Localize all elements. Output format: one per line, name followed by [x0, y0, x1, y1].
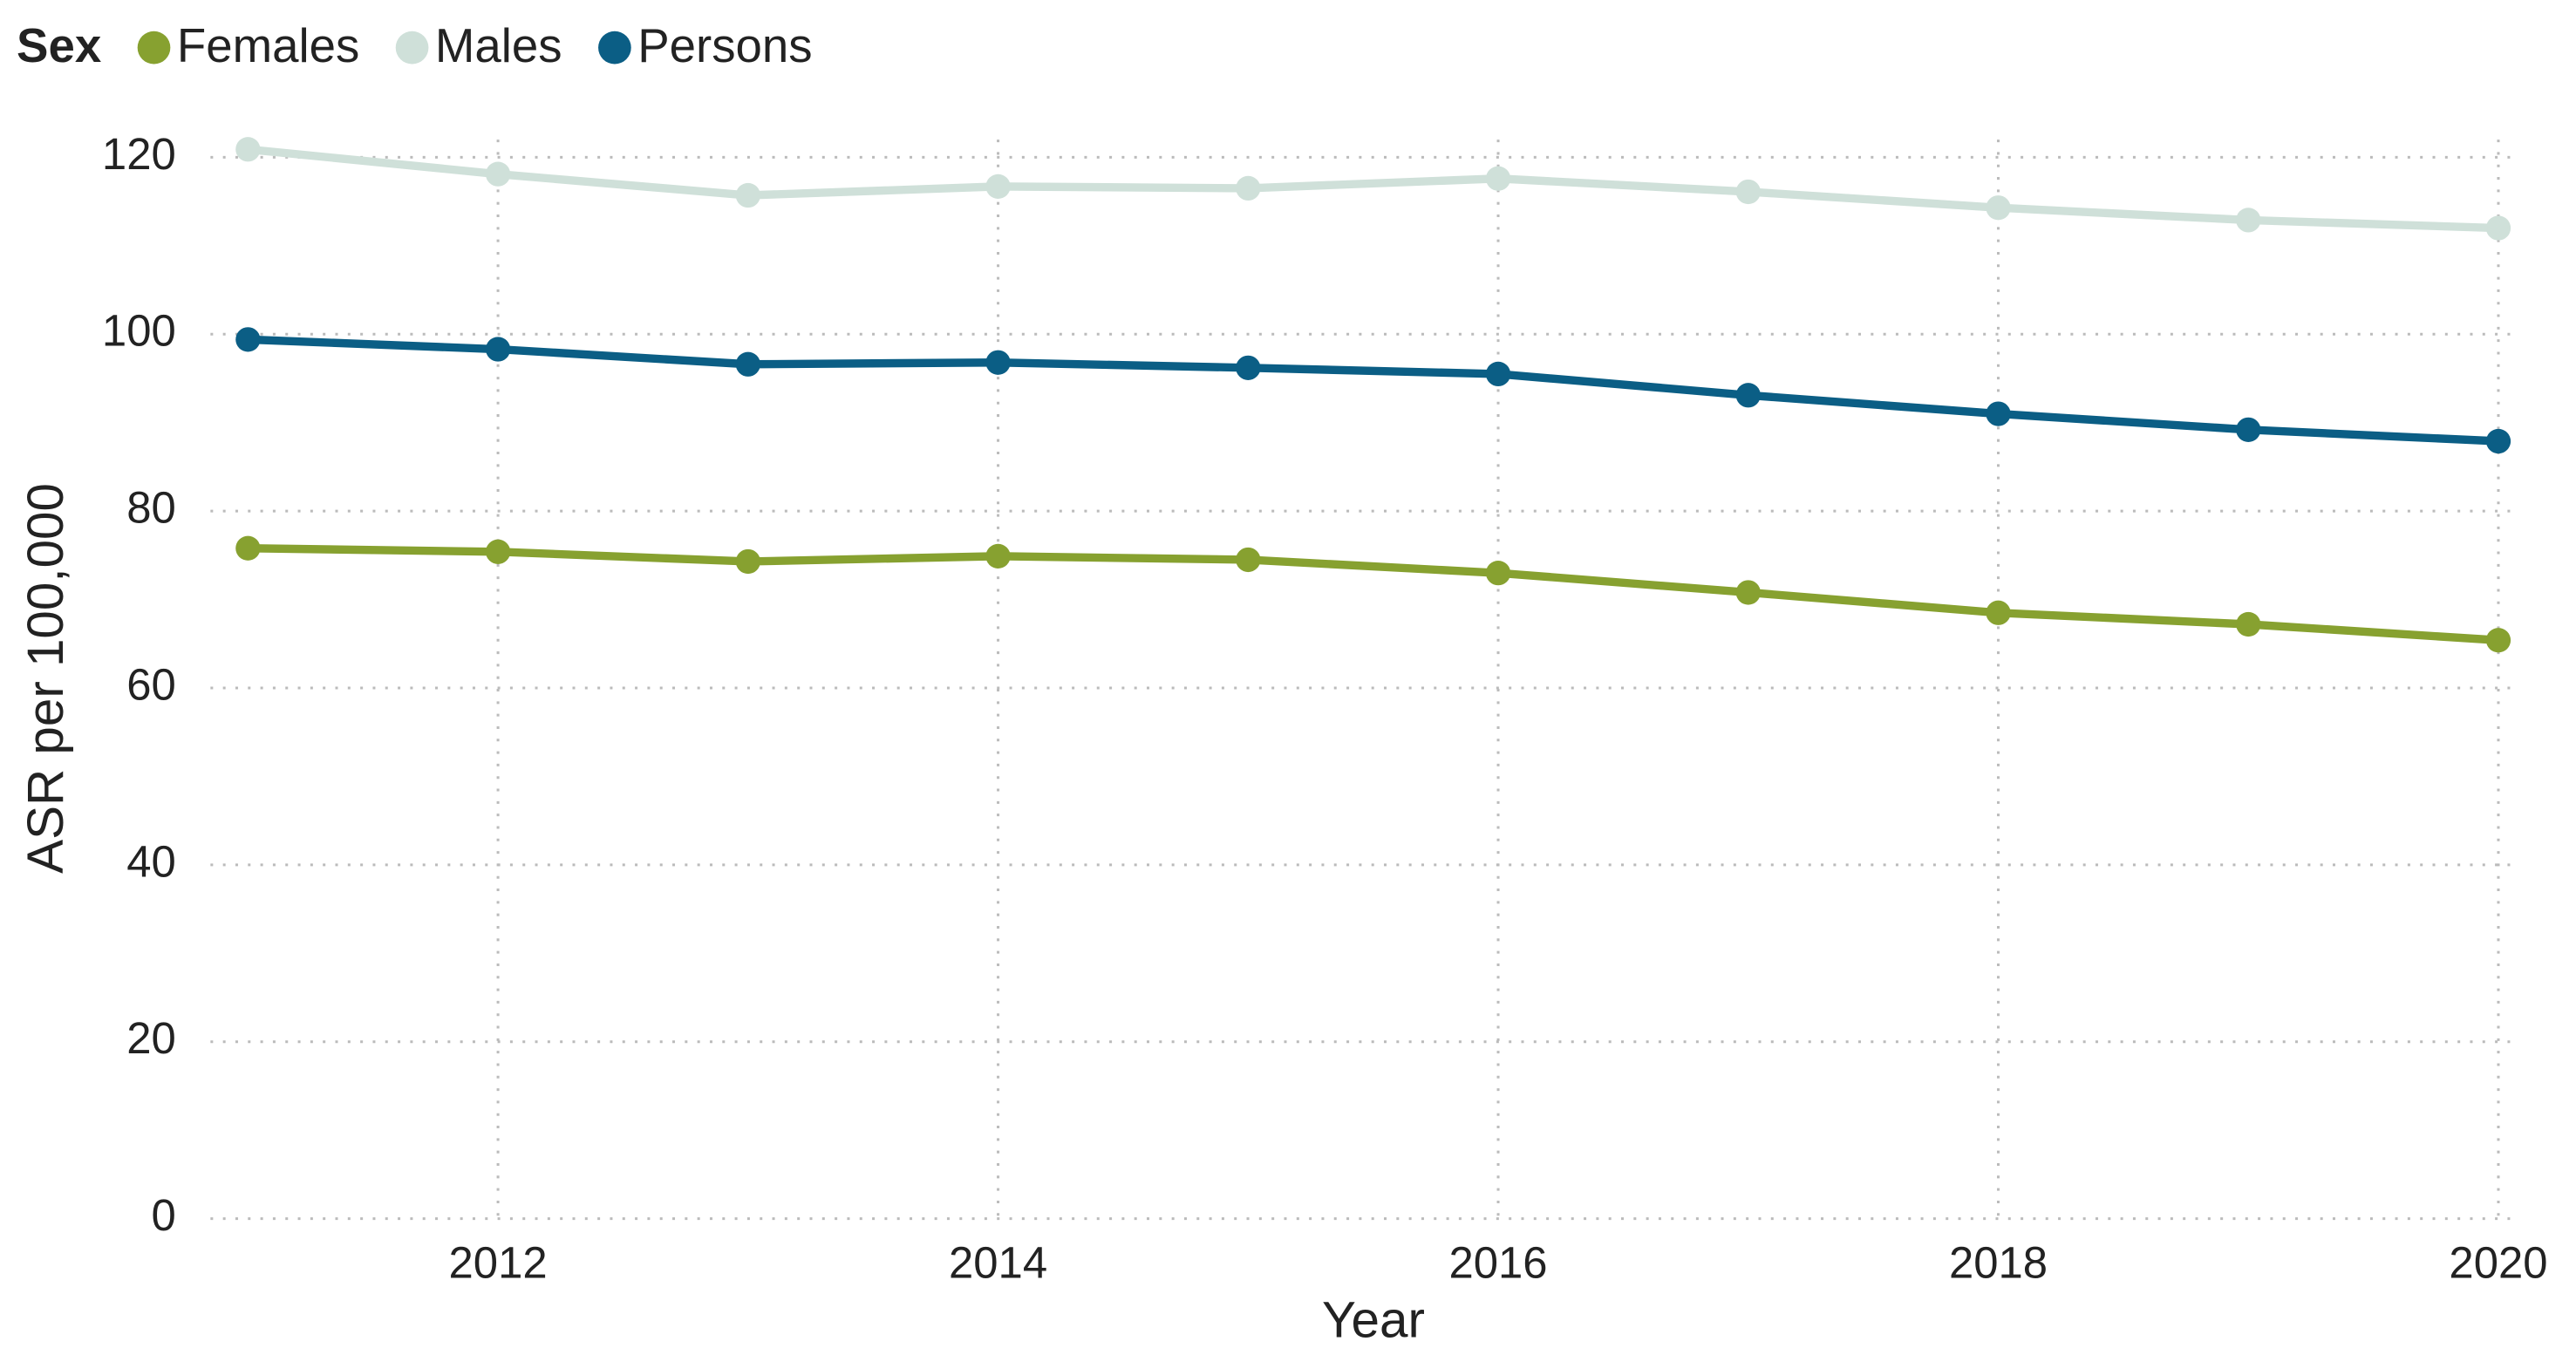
legend-marker: [598, 31, 631, 65]
data-point: [1485, 561, 1511, 586]
data-point: [985, 174, 1011, 199]
x-tick-label: 2020: [2449, 1238, 2547, 1288]
data-point: [2236, 417, 2261, 442]
y-axis-title: ASR per 100,000: [17, 483, 74, 874]
legend-label: Females: [177, 19, 359, 72]
data-point: [985, 543, 1011, 569]
data-point: [1236, 547, 1261, 573]
data-point: [1735, 179, 1761, 205]
data-point: [1236, 175, 1261, 201]
legend: Sex Females Males Persons: [17, 19, 813, 72]
data-point: [235, 535, 261, 561]
x-tick-label: 2018: [1949, 1238, 2048, 1288]
data-point: [2485, 428, 2511, 454]
y-tick-label: 80: [126, 483, 176, 533]
y-tick-label: 60: [126, 659, 176, 709]
data-point: [735, 351, 760, 377]
legend-title: Sex: [17, 19, 101, 72]
data-point: [2236, 611, 2261, 637]
data-point: [2485, 628, 2511, 653]
legend-marker: [395, 31, 429, 65]
data-point: [735, 182, 760, 208]
data-point: [2236, 208, 2261, 233]
data-point: [735, 548, 760, 575]
y-tick-label: 100: [102, 306, 176, 356]
data-point: [235, 137, 261, 162]
x-tick-label: 2016: [1448, 1238, 1547, 1288]
data-point: [1986, 195, 2011, 221]
x-tick-label: 2014: [949, 1238, 1047, 1288]
y-tick-label: 120: [102, 129, 176, 179]
data-point: [1485, 361, 1511, 387]
legend-label: Persons: [637, 19, 812, 72]
series-line: [247, 145, 2499, 233]
x-tick-label: 2012: [449, 1238, 548, 1288]
lines: [235, 137, 2511, 653]
data-point: [985, 350, 1011, 375]
data-point: [1986, 600, 2011, 625]
series-line: [248, 335, 2499, 446]
data-point: [235, 327, 261, 352]
grid: [210, 140, 2514, 1221]
y-tick-label: 40: [126, 836, 176, 886]
data-point: [1485, 166, 1511, 191]
legend-marker: [137, 31, 171, 65]
data-point: [485, 161, 511, 187]
data-point: [1735, 580, 1761, 605]
x-axis-title: Year: [1322, 1292, 1425, 1349]
data-point: [485, 539, 511, 564]
series-line: [248, 544, 2499, 644]
data-point: [2485, 215, 2511, 241]
y-tick-label: 20: [126, 1013, 176, 1063]
data-point: [1986, 401, 2011, 426]
data-point: [485, 337, 511, 362]
data-point: [1735, 383, 1761, 408]
y-tick-label: 0: [151, 1190, 175, 1240]
legend-label: Males: [435, 19, 562, 72]
data-point: [1236, 355, 1261, 380]
